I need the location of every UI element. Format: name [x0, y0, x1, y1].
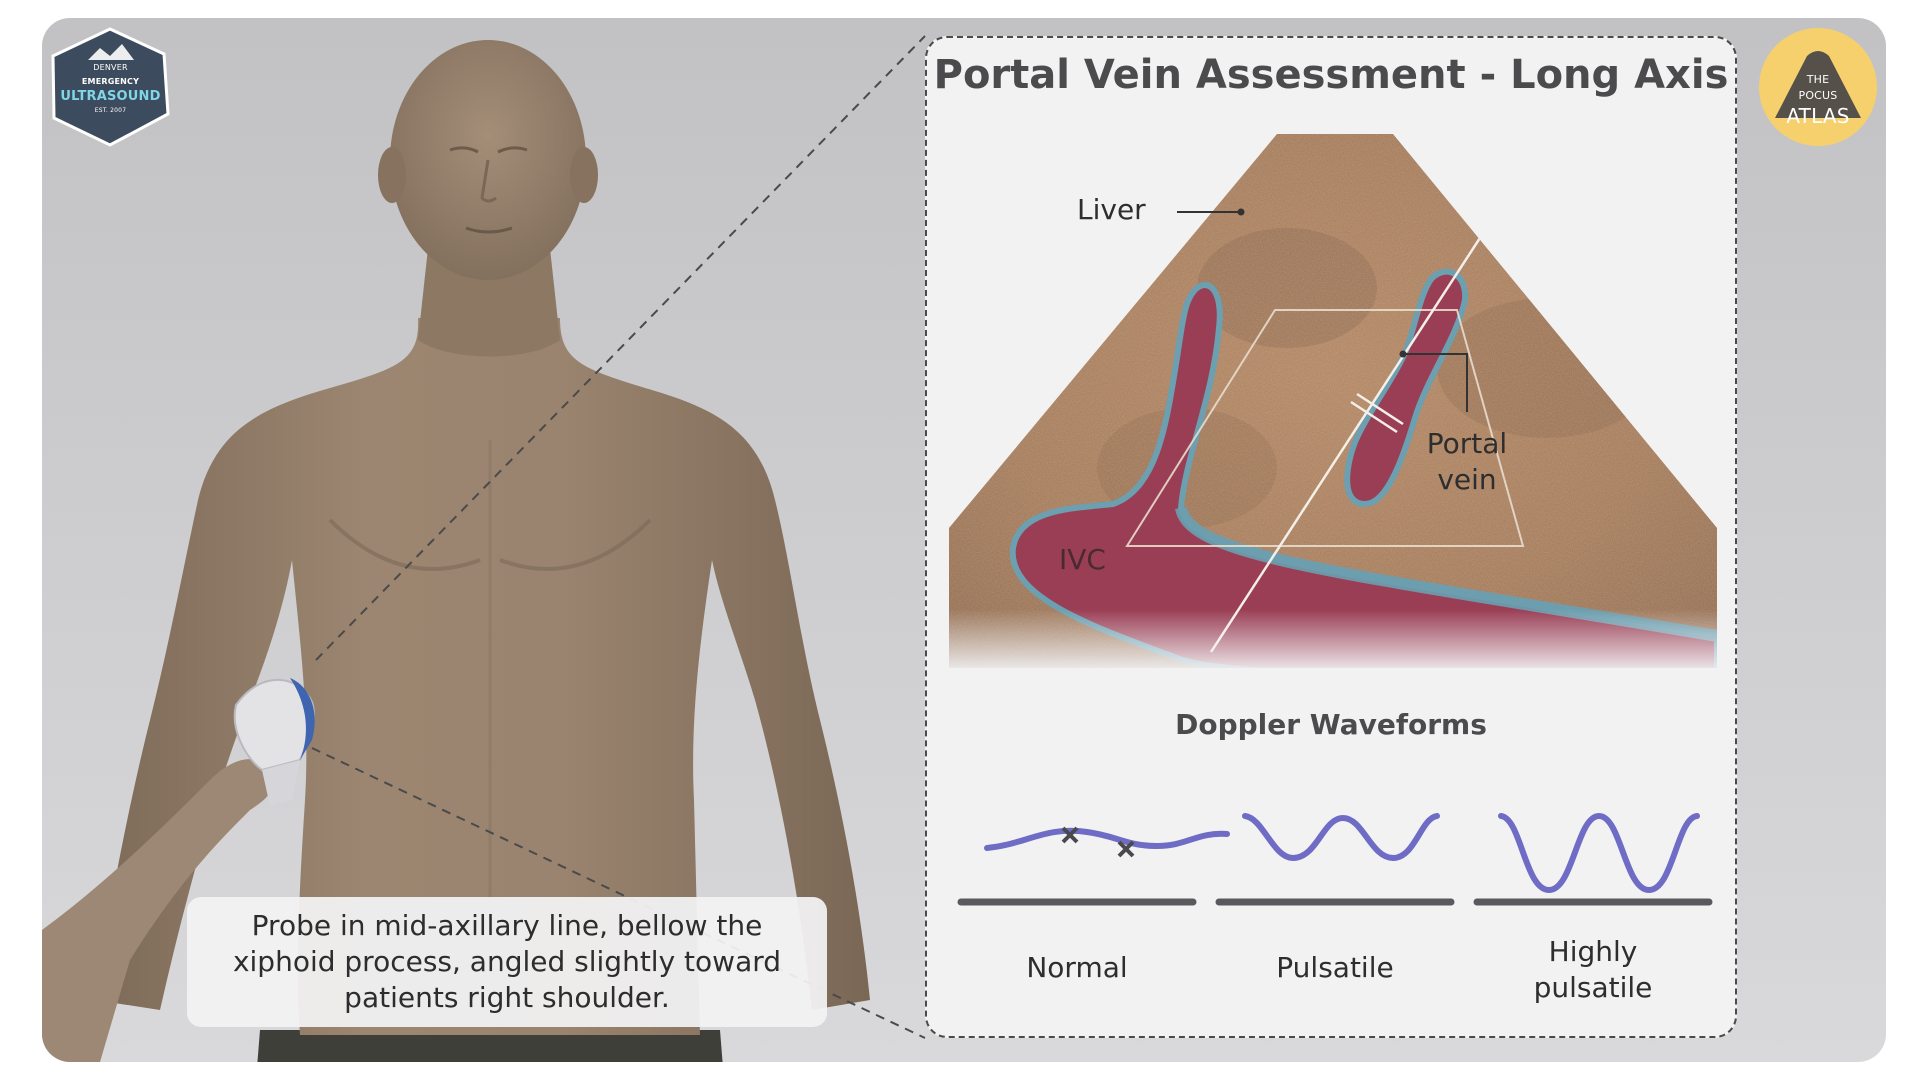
panel-title: Portal Vein Assessment - Long Axis [933, 52, 1729, 98]
logo-text-ultrasound: ULTRASOUND [60, 89, 161, 104]
pocus-text-atlas: ATLAS [1786, 104, 1850, 128]
pocus-atlas-logo: THE POCUS ATLAS [1757, 26, 1879, 148]
probe-placement-caption: Probe in mid-axillary line, bellow the x… [187, 897, 827, 1027]
portal-vein-label-line1: Portal [1426, 427, 1508, 460]
logo-text-est: EST. 2007 [94, 107, 127, 114]
pocus-circle [1759, 28, 1877, 146]
waveform-label-line2: pulsatile [1533, 971, 1653, 1004]
portal-vein-leader-line [1404, 353, 1468, 412]
emergency-ultrasound-logo: DENVER EMERGENCY ULTRASOUND EST. 2007 [48, 26, 173, 148]
logo-text-small: DENVER [93, 63, 128, 72]
waveform-normal [957, 826, 1230, 906]
ivc-label: IVC [1059, 543, 1106, 576]
assessment-panel: Portal Vein Assessment - Long Axis [925, 36, 1737, 1038]
doppler-waveforms-title: Doppler Waveforms [1175, 708, 1487, 741]
hexagon-shape [51, 27, 170, 147]
logo-text-emergency: EMERGENCY [81, 77, 140, 86]
waveform-label-line1: Pulsatile [1276, 951, 1394, 984]
waveform-marker-x [1117, 840, 1135, 858]
portal-vein-leader-dot [1399, 350, 1407, 358]
liver-leader-dot [1237, 208, 1245, 216]
waveform-highly-pulsatile [1473, 812, 1713, 906]
pocus-text-pocus: POCUS [1798, 89, 1838, 102]
waveform-label-line1: Highly [1548, 935, 1638, 968]
waveform-marker-x [1061, 826, 1079, 844]
waveform-label-highly-pulsatile: Highly pulsatile [1473, 934, 1713, 1006]
waveform-label-pulsatile: Pulsatile [1215, 950, 1455, 986]
portal-vein-label-line2: vein [1437, 463, 1497, 496]
waveform-label-normal: Normal [957, 950, 1197, 986]
waveform-label-line1: Normal [1026, 951, 1128, 984]
portal-vein-label: Portal vein [1417, 426, 1517, 498]
pocus-text-the: THE [1806, 73, 1830, 86]
ultrasound-diagram [927, 134, 1735, 906]
caption-text: Probe in mid-axillary line, bellow the x… [232, 909, 782, 1014]
waveform-pulsatile [1215, 813, 1455, 906]
liver-label: Liver [1077, 193, 1146, 226]
